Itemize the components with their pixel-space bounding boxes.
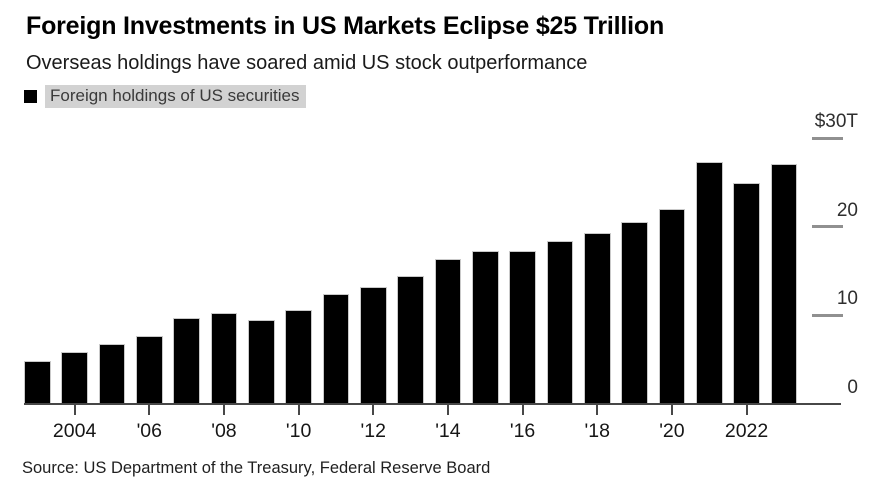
bar-2004 <box>61 351 88 404</box>
x-tick-label-2004: 2004 <box>52 420 97 442</box>
bar-2018 <box>583 232 611 404</box>
bar-2011 <box>322 294 350 404</box>
bar-2005 <box>98 343 126 404</box>
bar-2007 <box>173 317 200 404</box>
bar-2003 <box>24 361 51 404</box>
x-tick-label-2008: '08 <box>211 420 237 442</box>
chart-subtitle: Overseas holdings have soared amid US st… <box>26 52 588 74</box>
y-tick-label-30: $30T <box>814 111 858 132</box>
x-tick-2014 <box>446 405 449 415</box>
x-tick-label-2014: '14 <box>435 420 461 442</box>
bar-2016 <box>509 251 536 404</box>
x-tick-2006 <box>148 405 151 415</box>
bar-2008 <box>210 312 238 404</box>
x-tick-2008 <box>222 405 225 415</box>
x-tick-label-2018: '18 <box>584 420 610 442</box>
y-tick-label-10: 10 <box>836 288 858 310</box>
x-tick-label-2006: '06 <box>136 420 162 442</box>
x-tick-2016 <box>521 405 524 415</box>
bar-2015 <box>471 251 499 404</box>
legend: Foreign holdings of US securities <box>24 85 307 108</box>
chart-title: Foreign Investments in US Markets Eclips… <box>26 12 665 40</box>
source-note: Source: US Department of the Treasury, F… <box>22 459 491 477</box>
x-tick-2020 <box>670 405 673 415</box>
y-tick-mark-30 <box>812 136 843 140</box>
bar-2009 <box>247 319 275 404</box>
bar-2021 <box>695 161 723 404</box>
y-tick-label-0: 0 <box>847 377 858 398</box>
legend-swatch-icon <box>24 90 37 103</box>
x-tick-label-2012: '12 <box>360 420 386 442</box>
bar-2012 <box>359 286 387 404</box>
x-tick-2010 <box>297 405 300 415</box>
x-tick-2018 <box>596 405 599 415</box>
y-tick-label-20: 20 <box>836 199 858 221</box>
x-tick-2022 <box>745 405 748 415</box>
x-tick-2012 <box>372 405 375 415</box>
y-tick-mark-20 <box>812 225 843 229</box>
y-tick-mark-10 <box>812 313 843 317</box>
x-tick-label-2020: '20 <box>659 420 685 442</box>
bar-2017 <box>546 240 574 404</box>
bar-2019 <box>621 222 648 404</box>
bar-2014 <box>434 258 462 404</box>
legend-label: Foreign holdings of US securities <box>45 85 307 108</box>
x-tick-label-2022: 2022 <box>724 420 769 442</box>
bar-2006 <box>135 335 163 404</box>
x-tick-label-2016: '16 <box>509 420 536 442</box>
bar-2013 <box>397 276 424 404</box>
x-tick-label-2010: '10 <box>285 420 312 442</box>
bar-2023 <box>770 163 798 404</box>
bar-2020 <box>658 208 686 404</box>
x-axis-line <box>24 403 841 405</box>
bar-2010 <box>285 310 312 404</box>
x-tick-2004 <box>73 405 76 415</box>
bar-2022 <box>733 183 760 404</box>
